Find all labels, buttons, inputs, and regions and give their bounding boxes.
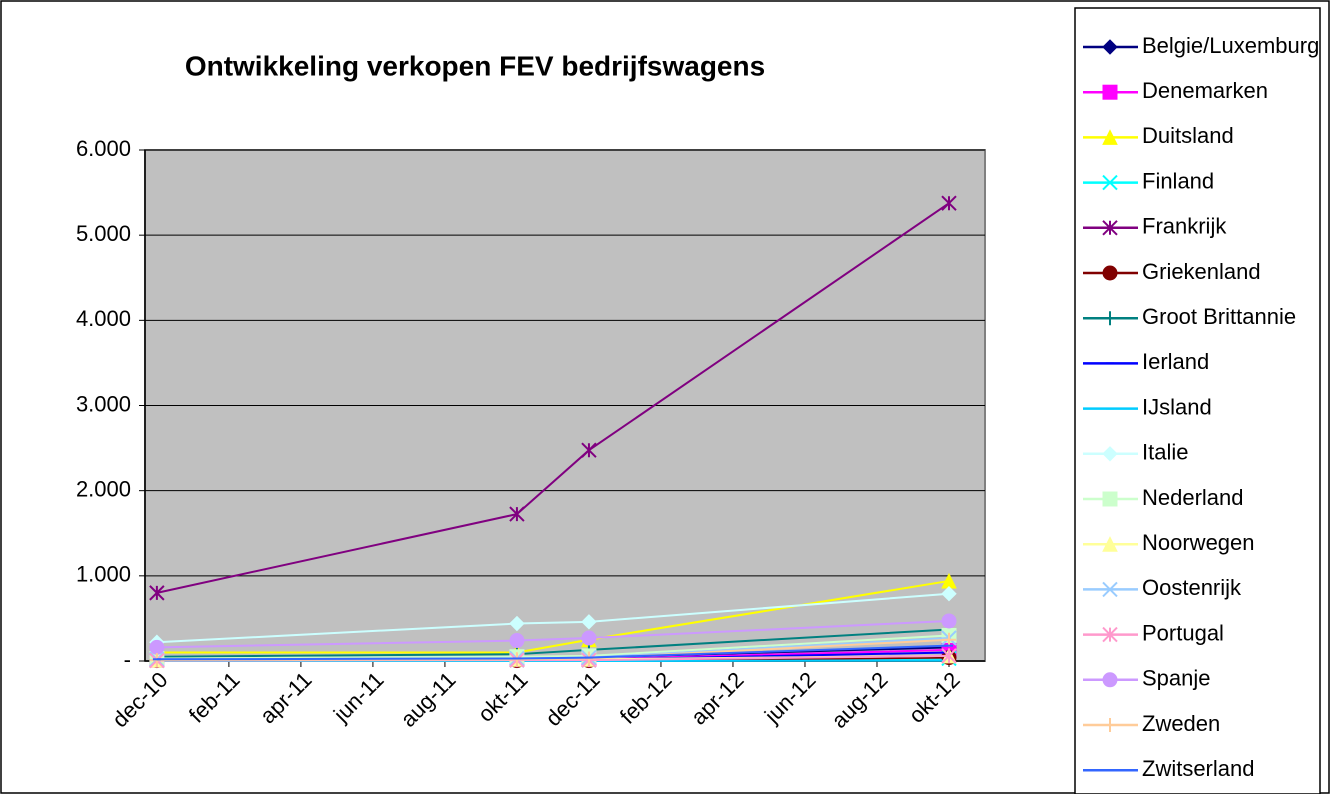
legend-marker — [1102, 84, 1118, 100]
legend-label: Duitsland — [1142, 123, 1234, 148]
legend-marker-part — [1102, 220, 1118, 236]
y-tick-label: 2.000 — [76, 476, 131, 501]
legend-marker-part — [1102, 446, 1118, 462]
legend-label: Zweden — [1142, 711, 1220, 736]
legend-marker-part — [1102, 84, 1118, 100]
legend-marker — [1102, 672, 1118, 688]
legend-label: Italie — [1142, 440, 1188, 465]
legend-marker-part — [1103, 311, 1117, 326]
y-tick-label: 5.000 — [76, 221, 131, 246]
legend-label: Frankrijk — [1142, 214, 1227, 239]
y-tick-label: 3.000 — [76, 391, 131, 416]
y-tick-label: - — [124, 647, 131, 672]
series-line — [156, 634, 950, 660]
legend-box — [1074, 7, 1321, 794]
data-point-part — [509, 615, 525, 632]
data-point — [509, 506, 525, 522]
data-point-part — [941, 613, 957, 629]
legend-marker — [1102, 626, 1118, 643]
data-point-part — [941, 586, 957, 602]
data-point — [941, 195, 957, 211]
legend-marker — [1103, 311, 1117, 326]
series-line — [156, 619, 950, 649]
data-point — [941, 648, 957, 664]
chart-title: Ontwikkeling verkopen FEV bedrijfswagens — [185, 50, 765, 81]
legend-marker — [1102, 581, 1118, 598]
data-point — [509, 633, 525, 649]
series-line — [156, 592, 950, 644]
legend-label: Noorwegen — [1142, 530, 1255, 555]
data-point-part — [149, 585, 165, 601]
legend-marker-part — [1102, 672, 1118, 688]
data-point-part — [149, 639, 165, 655]
data-point — [941, 613, 957, 629]
data-point — [149, 585, 165, 601]
legend-label: Portugal — [1142, 620, 1224, 645]
data-point — [581, 442, 597, 458]
legend-label: Zwitserland — [1142, 756, 1254, 781]
legend-marker-part — [1102, 129, 1118, 145]
data-point-part — [581, 630, 597, 646]
legend-marker — [1102, 536, 1118, 552]
legend-label: Oostenrijk — [1142, 575, 1242, 600]
legend-label: Griekenland — [1142, 259, 1261, 284]
legend-label: Belgie/Luxemburg — [1142, 33, 1319, 58]
data-point — [149, 639, 165, 655]
legend-label: Groot Brittannie — [1142, 304, 1296, 329]
data-point-part — [941, 648, 957, 664]
legend-marker-part — [1102, 39, 1118, 55]
data-point — [941, 632, 956, 647]
legend-label: Nederland — [1142, 485, 1244, 510]
legend-marker — [1102, 265, 1118, 281]
series-line — [156, 202, 950, 594]
data-point-part — [509, 633, 525, 649]
series-line — [156, 628, 950, 658]
legend-marker-part — [1102, 536, 1118, 552]
legend-marker — [1102, 129, 1118, 145]
data-point-part — [941, 632, 956, 647]
legend-marker-part — [1103, 718, 1117, 732]
y-tick-label: 6.000 — [76, 136, 131, 161]
legend-label: Ierland — [1142, 349, 1209, 374]
legend-marker — [1102, 220, 1118, 236]
legend-label: Finland — [1142, 168, 1214, 193]
data-point-part — [581, 614, 597, 630]
legend-marker-part — [1102, 491, 1118, 507]
legend-label: Denemarken — [1142, 78, 1268, 103]
data-point-part — [941, 195, 957, 211]
series-line — [156, 579, 950, 654]
data-point — [581, 630, 597, 646]
legend-marker — [1103, 718, 1117, 732]
data-point — [509, 615, 525, 632]
data-point-part — [581, 442, 597, 458]
legend-label: IJsland — [1142, 394, 1212, 419]
legend-marker-part — [1102, 174, 1118, 191]
series-line — [156, 644, 950, 661]
legend-marker — [1102, 174, 1118, 191]
data-point — [941, 586, 957, 602]
legend-marker — [1102, 39, 1118, 55]
legend-marker — [1102, 446, 1118, 462]
data-point — [581, 614, 597, 630]
y-tick-label: 1.000 — [76, 562, 131, 587]
legend-marker-part — [1102, 265, 1118, 281]
y-tick-label: 4.000 — [76, 306, 131, 331]
legend-label: Spanje — [1142, 666, 1211, 691]
data-point-part — [509, 506, 525, 522]
legend-marker-part — [1102, 581, 1118, 598]
legend-marker — [1102, 491, 1118, 507]
legend-marker-part — [1102, 626, 1118, 643]
